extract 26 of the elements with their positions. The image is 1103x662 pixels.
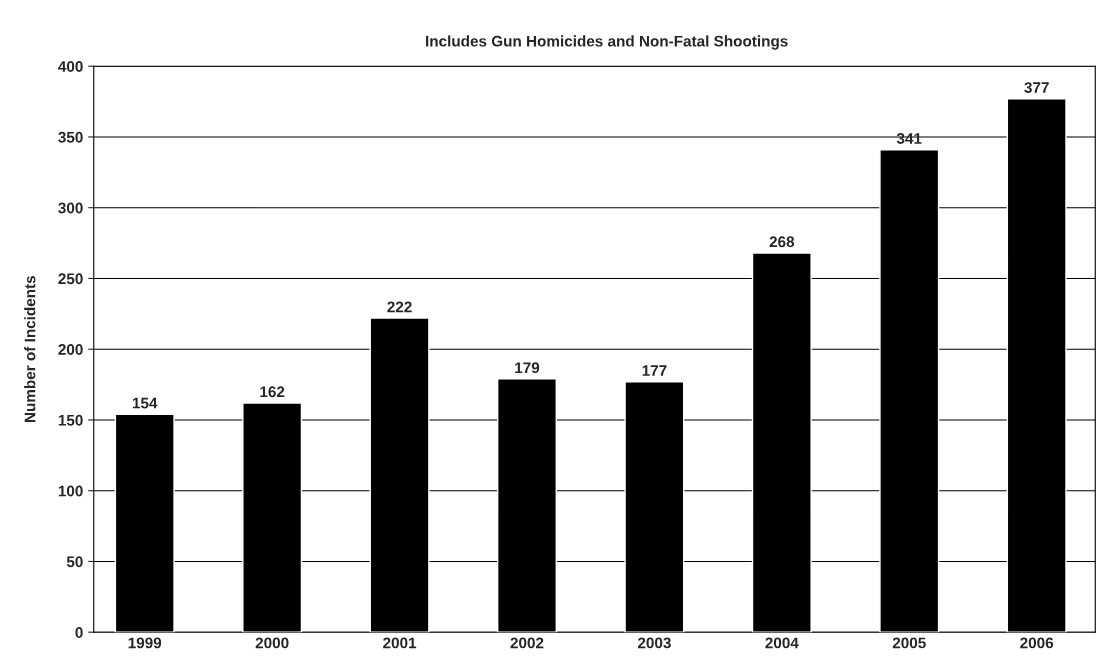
x-tick-label: 2002 bbox=[510, 637, 544, 649]
x-tick-label: 1999 bbox=[128, 637, 162, 649]
y-tick-label: 150 bbox=[58, 414, 83, 426]
x-tick-label: 2001 bbox=[383, 637, 417, 649]
chart-title: Includes Gun Homicides and Non-Fatal Shootings bbox=[426, 35, 788, 50]
y-axis-title: Number of Incidents bbox=[24, 275, 36, 423]
data-label: 377 bbox=[1024, 82, 1049, 93]
x-tick-label: 2003 bbox=[637, 637, 671, 649]
y-tick-label: 350 bbox=[58, 131, 83, 143]
x-tick-label: 2004 bbox=[765, 637, 799, 649]
y-tick-label: 300 bbox=[58, 202, 83, 214]
x-tick-label: 2005 bbox=[892, 637, 926, 649]
y-tick-label: 100 bbox=[58, 485, 83, 497]
x-tick-label: 2006 bbox=[1020, 637, 1054, 649]
y-tick-label: 250 bbox=[58, 273, 83, 285]
data-label: 154 bbox=[132, 397, 158, 409]
data-label: 222 bbox=[387, 301, 412, 313]
y-tick-label: 50 bbox=[66, 556, 83, 568]
data-label: 179 bbox=[515, 362, 540, 374]
x-tick-label: 2000 bbox=[255, 637, 289, 649]
data-label: 268 bbox=[769, 236, 795, 248]
data-label: 177 bbox=[642, 365, 667, 376]
y-tick-label: 0 bbox=[75, 627, 83, 638]
y-tick-label: 200 bbox=[58, 344, 83, 355]
y-tick-label: 400 bbox=[58, 61, 83, 72]
data-label: 162 bbox=[260, 386, 285, 398]
